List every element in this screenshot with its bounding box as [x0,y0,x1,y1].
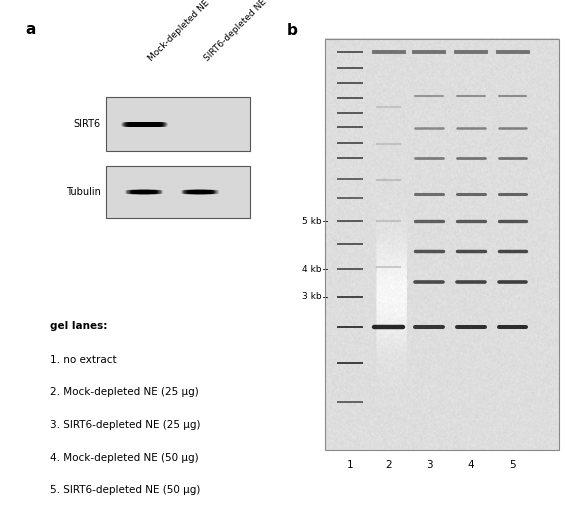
Text: 3. SIRT6-depleted NE (25 μg): 3. SIRT6-depleted NE (25 μg) [50,420,200,430]
Text: SIRT6-depleted NE: SIRT6-depleted NE [202,0,268,64]
Bar [106,166,251,218]
Text: 2: 2 [385,460,392,470]
Text: 3: 3 [426,460,433,470]
Text: 1: 1 [347,460,353,470]
Text: 5: 5 [509,460,516,470]
Bar [325,39,559,449]
Bar [106,97,251,151]
Text: 5. SIRT6-depleted NE (50 μg): 5. SIRT6-depleted NE (50 μg) [50,485,200,495]
Text: Mock-depleted NE: Mock-depleted NE [146,0,211,64]
Text: 4. Mock-depleted NE (50 μg): 4. Mock-depleted NE (50 μg) [50,453,198,463]
Text: 2. Mock-depleted NE (25 μg): 2. Mock-depleted NE (25 μg) [50,387,199,397]
Text: 3 kb: 3 kb [302,292,322,301]
Text: a: a [25,22,35,37]
Text: b: b [287,23,297,38]
Text: 4 kb: 4 kb [302,265,322,274]
Text: gel lanes:: gel lanes: [50,321,107,331]
Text: 5 kb: 5 kb [302,217,322,226]
Text: 4: 4 [468,460,474,470]
Text: SIRT6: SIRT6 [74,119,101,129]
Text: Tubulin: Tubulin [66,187,101,197]
Text: 1. no extract: 1. no extract [50,355,116,365]
